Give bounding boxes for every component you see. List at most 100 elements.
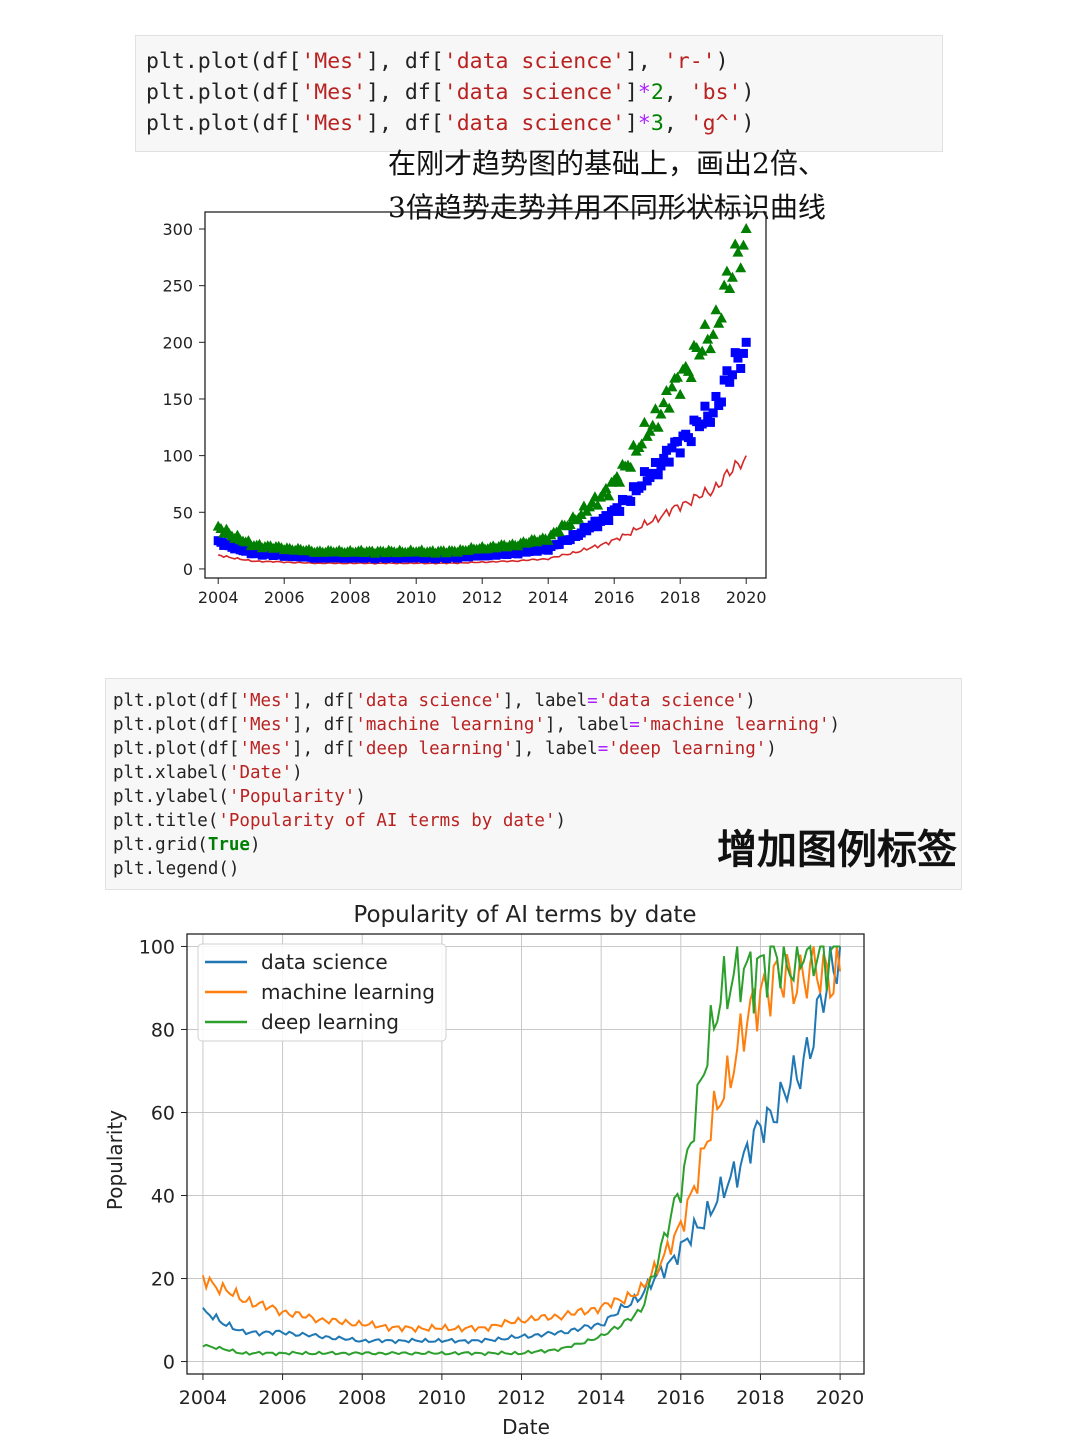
chart-1-x-tick-label: 2018 [660,588,701,607]
code-token: 'Mes' [301,111,367,136]
cell2-code-line: plt.legend() [113,857,961,881]
chart-2-x-tick-label: 2016 [657,1387,705,1409]
code-token: 'bs' [689,80,742,105]
chart-1-square-marker [730,348,740,358]
code-token: 2 [650,80,664,105]
code-token: plt.plot(df[ [113,715,240,735]
chart-1-triangle-marker [575,509,587,520]
chart-2-y-tick-label: 20 [151,1269,175,1291]
code-token: * [637,111,651,136]
code-token: ], label [502,691,588,711]
chart-1-square-marker [727,370,737,380]
code-token: plt.plot(df[ [146,49,302,74]
code-token: 'data science' [443,80,625,105]
cell1-code-line: plt.plot(df['Mes'], df['data science']*2… [146,77,942,108]
chart-2-series-line-machine-learning [201,946,842,1334]
code-token: 'Mes' [239,739,293,759]
code-cell-2[interactable]: plt.plot(df['Mes'], df['data science'], … [105,678,962,890]
chart-1-x-tick-label: 2008 [330,588,371,607]
chart-1-square-marker [565,535,575,545]
chart-1-square-marker [615,506,625,516]
chart-1-square-marker [716,397,726,407]
chart-1-triangle-marker [710,304,722,315]
chart-1-triangle-marker [702,333,714,344]
chart-1-y-tick-label: 100 [162,447,193,466]
code-token: ) [745,691,756,711]
chart-1-square-marker [554,539,564,549]
chart-1-y-tick-label: 300 [162,220,193,239]
chart-1-triangle-marker [715,312,727,323]
chart-2-x-tick-label: 2018 [736,1387,784,1409]
chart-1-triangle-marker [726,271,738,282]
annotation-1: 在刚才趋势图的基础上，画出2倍、 3倍趋势走势并用不同形状标识曲线 [388,142,826,230]
code-token: ) [355,787,366,807]
chart-2-x-axis-label: Date [502,1415,550,1439]
chart-1-square-marker [700,401,710,411]
chart-1-triangle-marker [699,318,711,329]
chart-1-square-marker [656,461,666,471]
code-token: , [663,80,690,105]
chart-1-square-marker [593,522,603,532]
cell2-code-line: plt.grid(True) [113,833,961,857]
code-token: ) [741,111,755,136]
chart-2-series-line-deep-learning [202,944,841,1357]
chart-2-legend: data science machine learning deep learnin… [197,943,447,1042]
code-token: ], df[ [292,715,356,735]
chart-1-triangle-marker [740,222,752,233]
chart-1-square-marker [722,366,732,376]
chart-1-triangle-marker [718,279,730,290]
chart-1-triangle-marker [603,490,615,501]
chart-1-triangle-marker [625,461,637,472]
chart-2-series-line-data-science [202,946,842,1345]
chart-1-square-marker [733,353,743,363]
chart-1-square-marker [604,516,614,526]
code-token: ) [766,739,777,759]
chart-1-triangle-marker [663,402,675,413]
chart-1-triangle-marker [641,430,653,441]
chart-1-square-marker [675,448,685,458]
chart-1-square-marker [725,377,735,387]
chart-1-triangle-marker [666,381,678,392]
chart-1-triangle-marker [721,265,733,276]
cell2-code-line: plt.plot(df['Mes'], df['deep learning'],… [113,737,961,761]
chart-2-x-tick-label: 2014 [577,1387,625,1409]
code-token: 'Popularity' [228,787,356,807]
chart-2-y-axis-label: Popularity [103,1110,127,1210]
chart-1-triangle-marker [564,518,576,529]
annotation-1-line-2: 3倍趋势走势并用不同形状标识曲线 [388,191,826,224]
chart-2-y-tick-label: 100 [139,936,175,958]
cell2-code-line: plt.plot(df['Mes'], df['machine learning… [113,713,961,737]
code-token: 'Popularity of AI terms by date' [218,811,556,831]
chart-1-triangle-marker [592,499,604,510]
chart-1-triangle-marker [674,388,686,399]
code-token: 'deep learning' [355,739,514,759]
annotation-1-line-1: 在刚才趋势图的基础上，画出2倍、 [388,147,826,180]
chart-1-x-tick-label: 2012 [462,588,503,607]
code-token: = [587,691,598,711]
chart-1-series-markers-bs [213,337,751,564]
chart-1-square-marker [653,470,663,480]
code-token: ) [715,49,729,74]
chart-1-square-marker [708,408,718,418]
chart-2-legend-label: deep learning [261,1010,399,1034]
code-token: 'data science' [597,691,746,711]
chart-1-x-tick-label: 2010 [396,588,437,607]
code-cell-1[interactable]: plt.plot(df['Mes'], df['data science'], … [135,35,943,152]
code-token: plt.xlabel( [113,763,229,783]
chart-1-triangle-marker [614,476,626,487]
chart-1-square-marker [697,419,707,429]
chart-1-triangle-marker [713,317,725,328]
chart-1-triangle-marker [649,403,661,414]
chart-1-square-marker [705,417,715,427]
chart-1-square-marker [637,481,647,491]
chart-1-x-tick-label: 2020 [726,588,767,607]
code-token: 'Mes' [239,691,293,711]
code-token: ], df[ [292,739,356,759]
cell2-code-line: plt.ylabel('Popularity') [113,785,961,809]
code-token: ], [624,49,664,74]
chart-1-series-markers-g^ [212,222,752,558]
code-token: 'Mes' [301,80,367,105]
chart-1-triangle-marker [735,262,747,273]
chart-1-triangle-marker [652,421,664,432]
